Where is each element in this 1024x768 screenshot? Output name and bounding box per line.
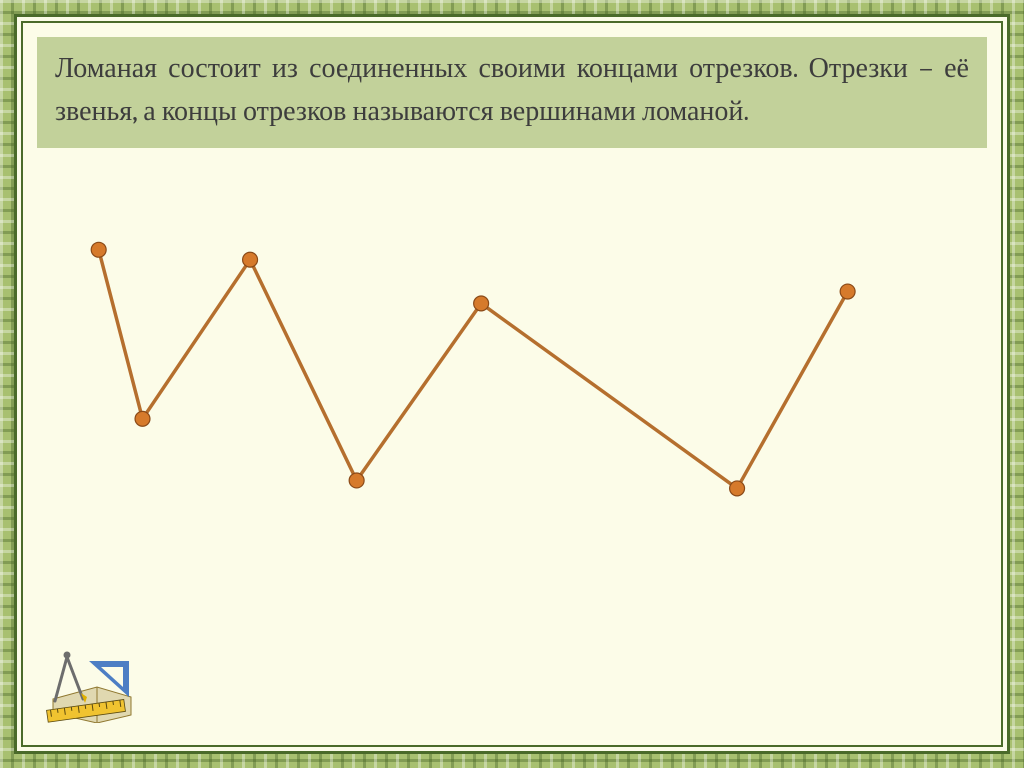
definition-box: Ломаная состоит из соединенных своими ко… [37, 37, 987, 148]
polyline-vertex [840, 284, 855, 299]
polyline-path [99, 250, 848, 489]
polyline-vertex [474, 296, 489, 311]
polyline-vertex [135, 411, 150, 426]
math-tools-icon [45, 649, 137, 723]
checkered-frame: Ломаная состоит из соединенных своими ко… [0, 0, 1024, 768]
polyline-vertex [349, 473, 364, 488]
slide-canvas: Ломаная состоит из соединенных своими ко… [21, 21, 1003, 747]
polyline-vertex [243, 252, 258, 267]
inner-frame-outer: Ломаная состоит из соединенных своими ко… [14, 14, 1010, 754]
polyline-vertex [91, 242, 106, 257]
polyline-vertex [730, 481, 745, 496]
definition-text: Ломаная состоит из соединенных своими ко… [55, 47, 969, 134]
